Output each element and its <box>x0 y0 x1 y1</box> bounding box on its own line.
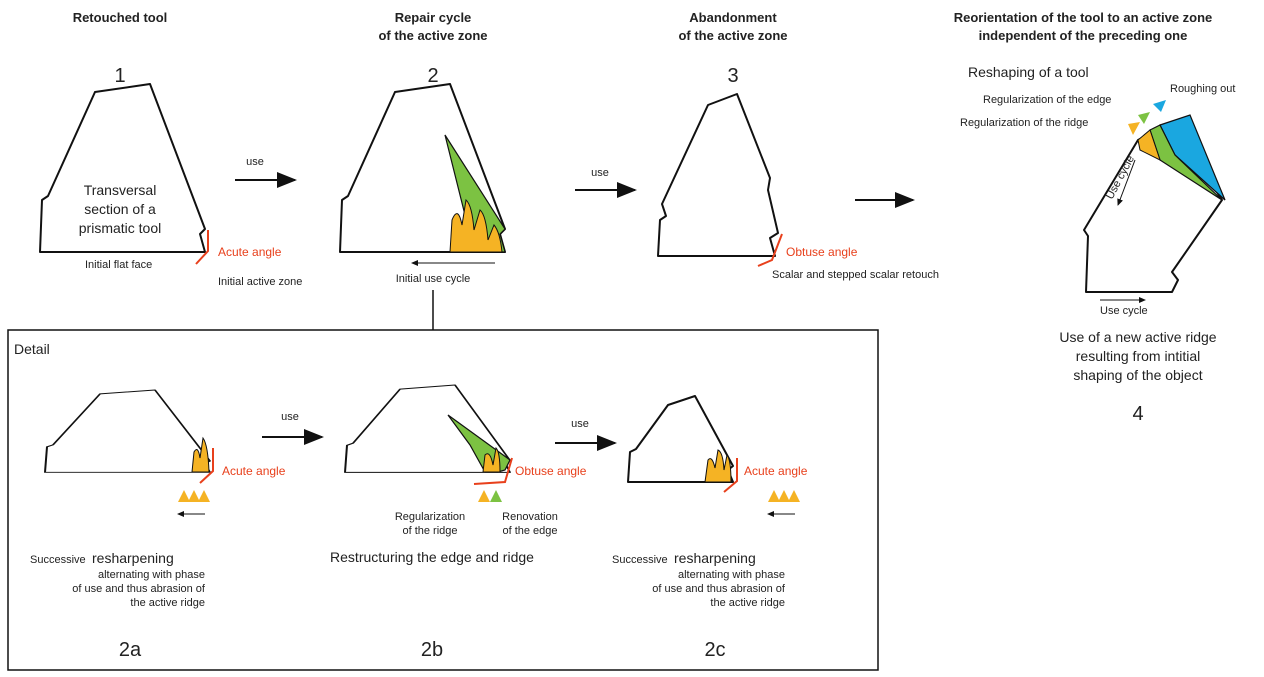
reshaping: Reshaping of a tool <box>968 64 1089 80</box>
keyword: resharpening <box>674 550 756 566</box>
text: the active ridge <box>130 597 205 609</box>
title: Abandonment <box>689 10 777 25</box>
cycle: Initial use cycle <box>396 273 471 285</box>
text: the active ridge <box>710 597 785 609</box>
caption: Restructuring the edge and ridge <box>330 549 534 565</box>
stage-4: Reorientation of the tool to an active z… <box>954 10 1236 425</box>
marker-orange <box>1128 122 1140 135</box>
caption: Use of a new active ridge <box>1059 329 1216 345</box>
cycle-arrow <box>1117 159 1136 206</box>
retouch <box>704 449 732 483</box>
text: alternating with phase <box>98 569 205 581</box>
stage-2b: Obtuse angle Regularization of the ridge… <box>330 384 587 661</box>
title: Retouched tool <box>73 10 168 25</box>
section: Transversal <box>84 182 157 198</box>
marker <box>490 490 502 502</box>
lead: Successive <box>30 554 86 566</box>
angle-mark <box>723 458 738 493</box>
retouch: Scalar and stepped scalar retouch <box>772 269 939 281</box>
stage-3: Abandonment of the active zone 3 Obtuse … <box>658 10 939 281</box>
stage-2a: Acute angle Successive resharpening alte… <box>30 389 286 661</box>
number: 4 <box>1132 403 1143 425</box>
marker <box>478 490 490 502</box>
tool <box>658 94 778 256</box>
arrow-label: use <box>571 418 589 430</box>
ridge: of the ridge <box>402 525 457 537</box>
caption: shaping of the object <box>1073 367 1202 383</box>
tool <box>628 396 733 482</box>
text: of use and thus abrasion of <box>652 583 786 595</box>
angle: Obtuse angle <box>786 245 858 259</box>
keyword: resharpening <box>92 550 174 566</box>
title: of the active zone <box>378 28 487 43</box>
face: Initial flat face <box>85 259 152 271</box>
title: of the active zone <box>678 28 787 43</box>
number: 2 <box>427 65 438 87</box>
retouch <box>191 436 210 473</box>
cycle-horizontal: Use cycle <box>1100 305 1148 317</box>
marker <box>778 490 790 502</box>
edge: of the edge <box>502 525 557 537</box>
detail-title: Detail <box>14 341 50 357</box>
angle-mark <box>199 448 214 484</box>
detail-box <box>7 329 879 671</box>
marker <box>198 490 210 502</box>
angle: Acute angle <box>222 464 286 478</box>
arrow-label: use <box>246 156 264 168</box>
angle: Obtuse angle <box>515 464 587 478</box>
text: alternating with phase <box>678 569 785 581</box>
retouch <box>482 446 501 473</box>
ridge-zone <box>1137 129 1161 161</box>
number: 2c <box>704 639 725 661</box>
retouch <box>449 199 503 253</box>
stage-2c: Acute angle Successive resharpening alte… <box>612 396 808 661</box>
roughing: Roughing out <box>1170 83 1235 95</box>
stage-2: Repair cycle of the active zone 2 Initia… <box>339 10 506 285</box>
marker-green <box>1138 112 1150 124</box>
number: 3 <box>727 65 738 87</box>
edge: Renovation <box>502 511 558 523</box>
title: independent of the preceding one <box>979 28 1188 43</box>
arrow-label: use <box>591 167 609 179</box>
number: 1 <box>114 65 125 87</box>
section: prismatic tool <box>79 220 161 236</box>
angle-mark <box>757 233 783 267</box>
marker <box>768 490 780 502</box>
number: 2b <box>421 639 443 661</box>
marker <box>188 490 200 502</box>
angle-mark <box>195 230 209 265</box>
stage-1: Retouched tool 1 Transversal section of … <box>39 10 302 288</box>
zone: Initial active zone <box>218 276 302 288</box>
title: Repair cycle <box>395 10 472 25</box>
caption: resulting from intitial <box>1076 348 1201 364</box>
lead: Successive <box>612 554 668 566</box>
tool <box>44 389 211 474</box>
title: Reorientation of the tool to an active z… <box>954 10 1213 25</box>
edge: Regularization of the edge <box>983 94 1111 106</box>
angle: Acute angle <box>218 245 282 259</box>
number: 2a <box>119 639 142 661</box>
text: of use and thus abrasion of <box>72 583 206 595</box>
ridge: Regularization <box>395 511 465 523</box>
marker <box>178 490 190 502</box>
marker-blue <box>1153 100 1166 112</box>
angle-mark <box>473 457 513 485</box>
angle: Acute angle <box>744 464 808 478</box>
section: section of a <box>84 201 156 217</box>
arrow-label: use <box>281 411 299 423</box>
ridge: Regularization of the ridge <box>960 117 1088 129</box>
marker <box>788 490 800 502</box>
